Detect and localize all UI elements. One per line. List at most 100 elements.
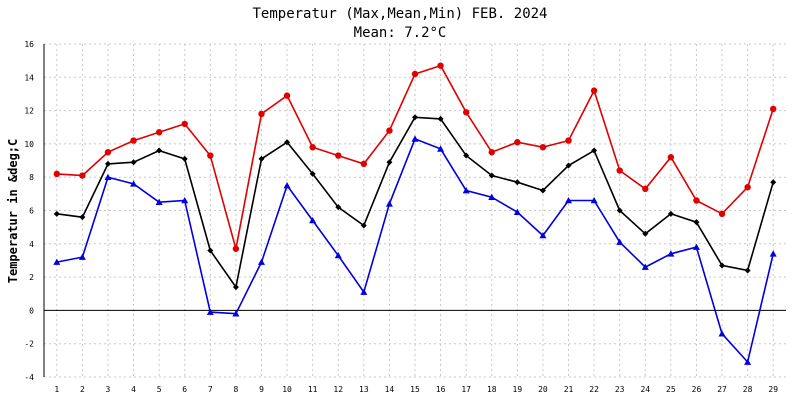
x-tick-label: 22: [589, 385, 599, 394]
x-tick-label: 21: [564, 385, 574, 394]
x-tick-label: 23: [615, 385, 625, 394]
series-min-point: [53, 258, 61, 265]
series-min-point: [181, 197, 189, 204]
series-min-point: [437, 145, 445, 152]
series-min-point: [590, 197, 598, 204]
series-max-point: [53, 170, 60, 178]
series-max-point: [590, 87, 598, 94]
series-max-point: [411, 70, 419, 78]
x-tick-label: 14: [385, 385, 395, 394]
series-max-point: [744, 183, 751, 191]
series-min-point: [411, 135, 419, 142]
series-min-point: [769, 250, 777, 257]
series-mean-point: [309, 170, 316, 177]
series-min-point: [283, 182, 291, 189]
series-min-point: [257, 258, 265, 265]
grid-lines: [44, 43, 786, 378]
series-mean-point: [156, 147, 163, 154]
series-max-point: [181, 120, 188, 128]
x-tick-label: 2: [80, 385, 85, 394]
series-min-point: [334, 251, 342, 259]
series-mean: [53, 114, 777, 291]
y-tick-label: 2: [29, 273, 34, 282]
x-tick-label: 9: [259, 385, 264, 394]
series-min-point: [539, 231, 547, 239]
x-tick-label: 10: [282, 385, 292, 394]
series-mean-point: [130, 159, 137, 166]
series-min-point: [513, 208, 521, 215]
series-max-point: [283, 92, 291, 99]
series-max-point: [155, 129, 163, 136]
series-mean-point: [207, 247, 214, 254]
y-tick-label: 6: [29, 207, 34, 216]
series-min-point: [692, 243, 700, 250]
x-tick-label: 13: [359, 385, 369, 394]
series-max-point: [718, 210, 726, 218]
series-mean-point: [386, 159, 393, 166]
series-mean-point: [514, 179, 521, 186]
series-mean-point: [181, 155, 188, 162]
y-axis-label: Temperatur in &deg;C: [6, 139, 20, 284]
y-tick-label: 10: [24, 140, 34, 149]
series-mean-point: [104, 160, 111, 167]
series-mean-point: [463, 152, 470, 159]
series-mean-point: [770, 179, 777, 186]
series-mean-point: [79, 214, 86, 221]
series-mean-point: [437, 115, 444, 122]
series-max-point: [642, 185, 649, 193]
data-series: [53, 62, 777, 365]
y-tick-label: 8: [29, 173, 34, 182]
x-tick-label: 17: [461, 385, 471, 394]
series-min-point: [488, 193, 496, 200]
series-min-point: [104, 173, 112, 180]
x-tick-label: 24: [640, 385, 650, 394]
y-tick-label: -2: [24, 340, 34, 349]
axes: [43, 44, 786, 377]
x-tick-label: 28: [743, 385, 753, 394]
chart-title: Temperatur (Max,Mean,Min) FEB. 2024: [252, 6, 547, 22]
series-min-point: [667, 250, 675, 257]
x-tick-label: 1: [54, 385, 59, 394]
series-max-point: [565, 137, 572, 144]
y-tick-label: -4: [24, 373, 34, 382]
chart-subtitle: Mean: 7.2°C: [354, 25, 447, 41]
x-tick-label: 11: [308, 385, 318, 394]
series-min-point: [155, 198, 163, 205]
series-min: [53, 135, 777, 365]
series-mean-point: [667, 210, 674, 217]
x-tick-label: 8: [233, 385, 238, 394]
series-min-point: [616, 238, 624, 245]
series-mean-point: [719, 262, 726, 269]
series-max-point: [437, 62, 444, 69]
x-tick-label: 29: [768, 385, 778, 394]
x-tick-label: 6: [182, 385, 187, 394]
series-max-line: [56, 64, 774, 250]
x-tick-label: 20: [538, 385, 548, 394]
series-max-point: [258, 110, 265, 118]
series-max-point: [667, 154, 675, 161]
y-tick-label: 12: [24, 107, 34, 116]
x-tick-label: 7: [208, 385, 213, 394]
series-mean-point: [284, 139, 291, 146]
x-tick-label: 19: [513, 385, 523, 394]
series-mean-point: [232, 284, 239, 291]
series-max-point: [335, 152, 342, 159]
series-mean-point: [591, 147, 598, 154]
series-min-point: [385, 200, 393, 207]
series-max-point: [232, 245, 240, 252]
series-mean-point: [488, 172, 495, 179]
x-tick-label: 12: [333, 385, 343, 394]
series-max-point: [104, 149, 112, 156]
series-mean-point: [616, 207, 623, 214]
series-max-point: [462, 109, 470, 116]
series-min-point: [206, 308, 214, 315]
series-mean-point: [335, 204, 342, 211]
series-max-point: [770, 105, 777, 113]
x-tick-label: 16: [436, 385, 446, 394]
series-min-point: [309, 216, 317, 224]
y-tick-label: 16: [24, 40, 34, 49]
y-tick-label: 4: [29, 240, 34, 249]
series-max-point: [539, 144, 547, 151]
